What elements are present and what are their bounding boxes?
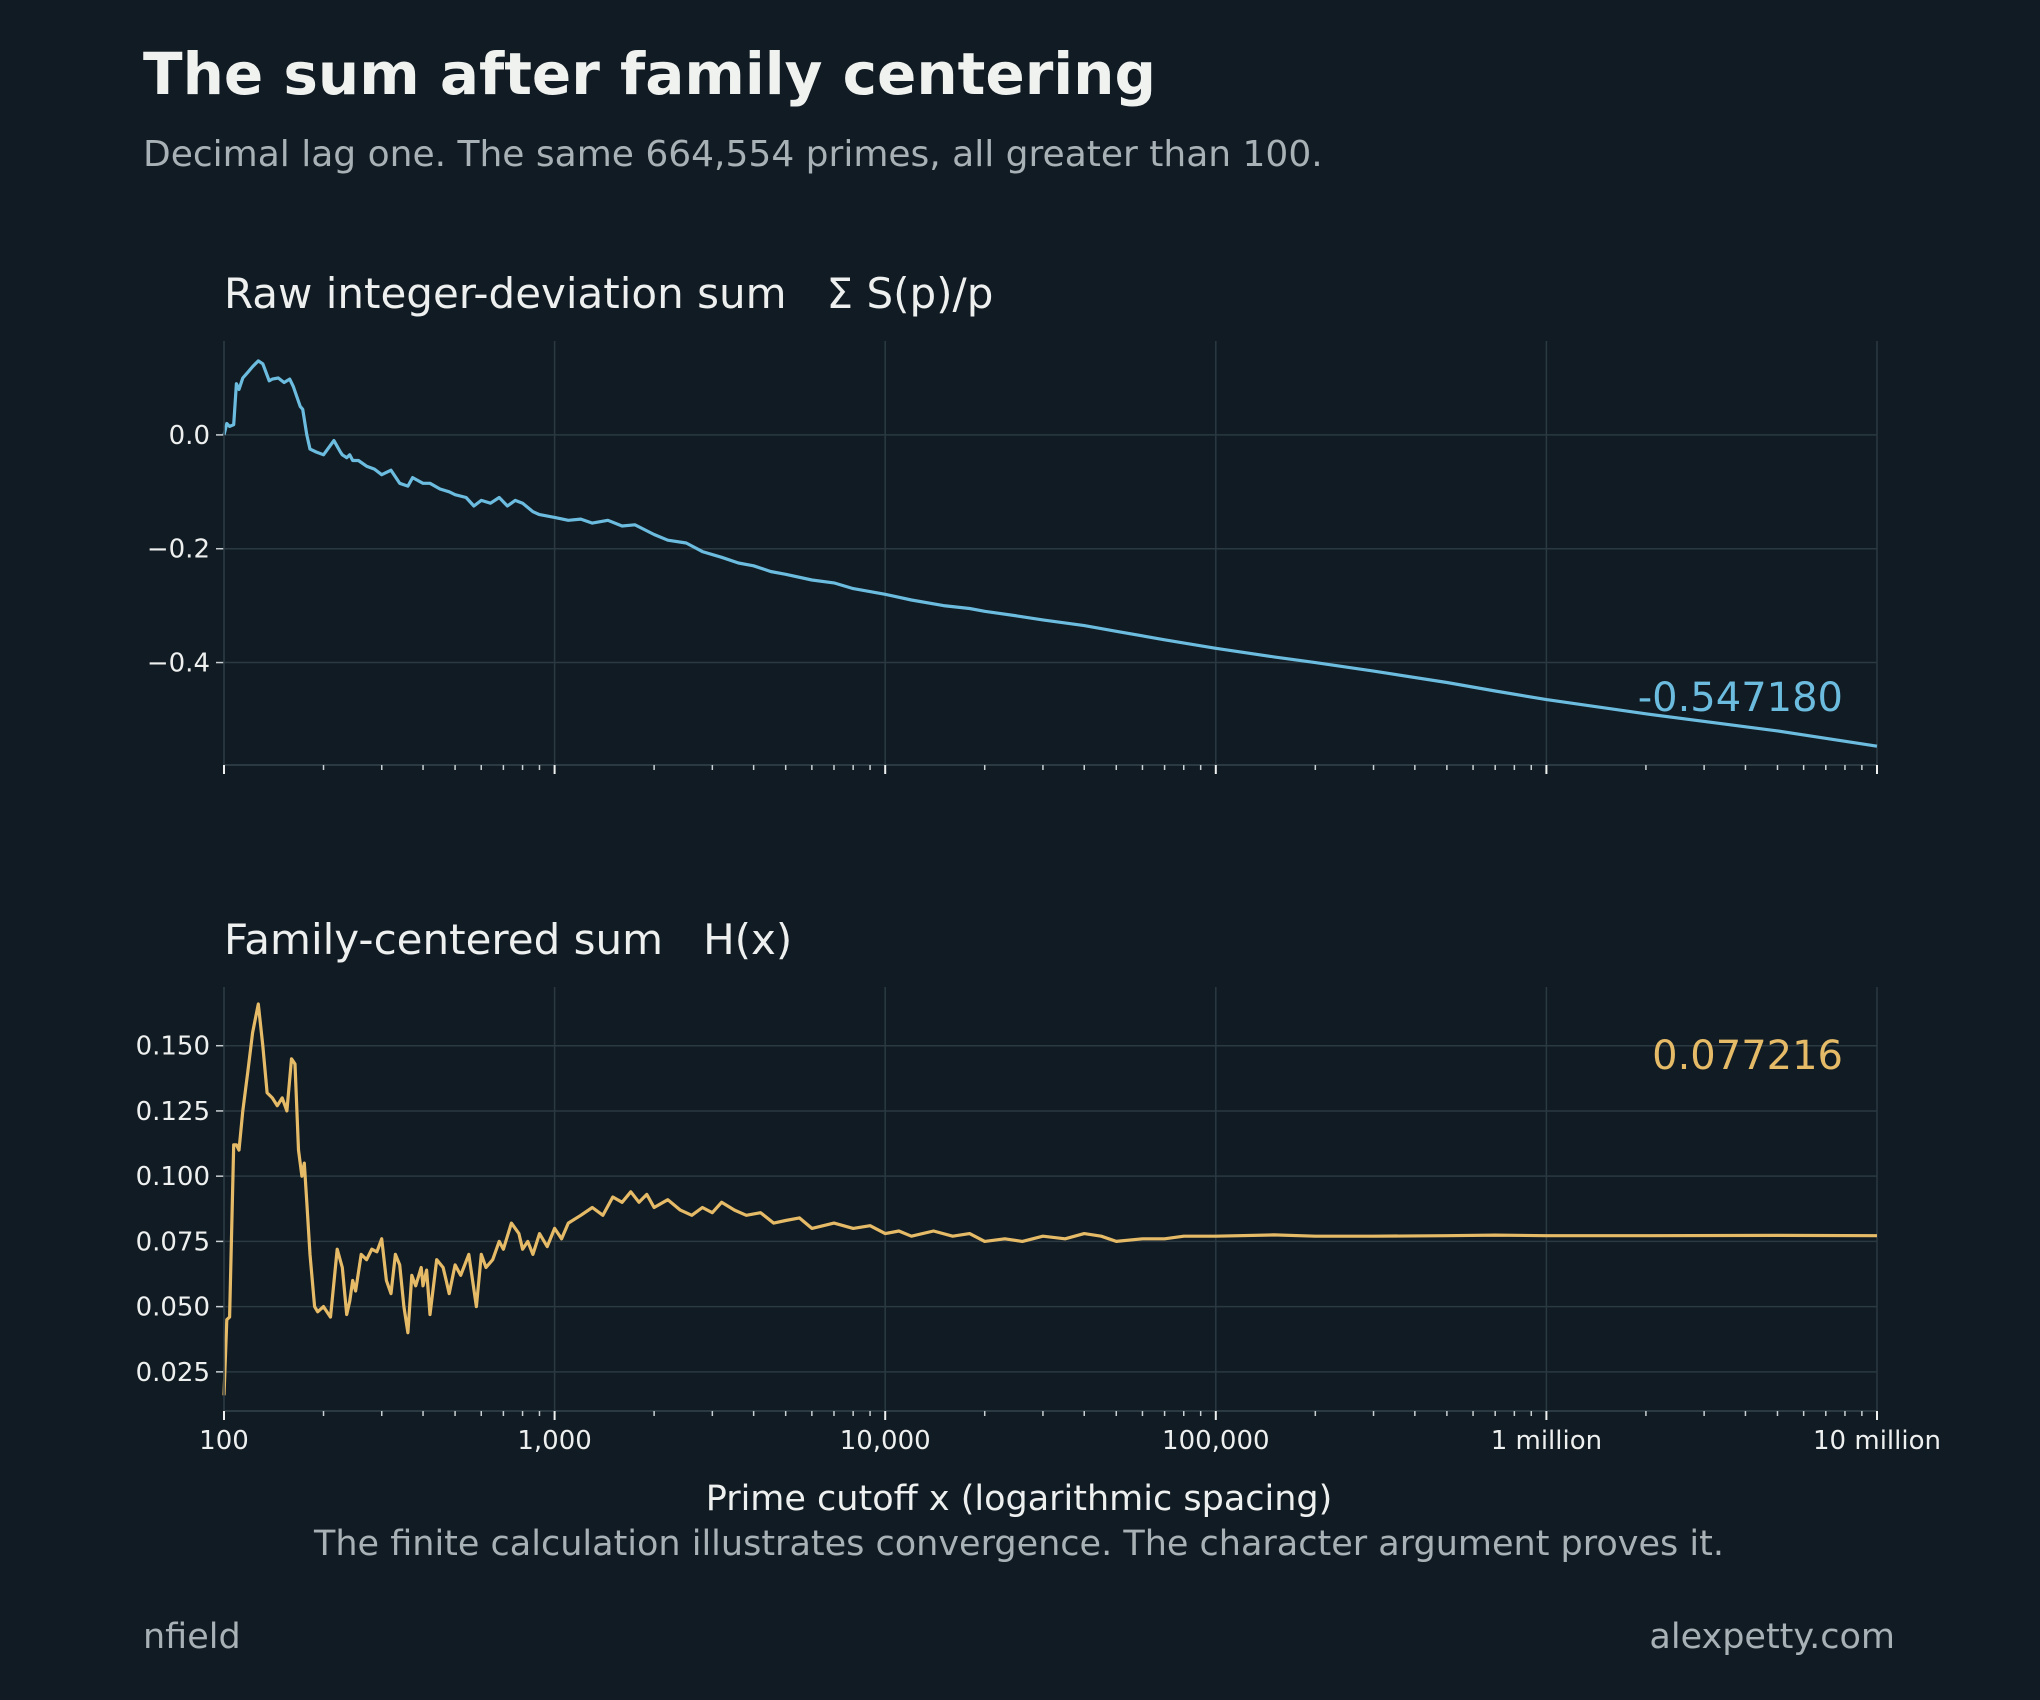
x-tick-label: 10,000 xyxy=(840,1426,931,1456)
raw-sum-panel-title: Raw integer-deviation sum Σ S(p)/p xyxy=(224,269,993,318)
page-title: The sum after family centering xyxy=(143,40,1156,108)
figure-caption: The finite calculation illustrates conve… xyxy=(313,1524,1724,1564)
x-tick-label: 100 xyxy=(199,1426,249,1456)
centered-sum-y-tick-label: 0.125 xyxy=(136,1097,210,1127)
x-tick-label: 10 million xyxy=(1813,1426,1941,1456)
centered-sum-y-tick-label: 0.025 xyxy=(136,1358,210,1388)
raw-sum-series xyxy=(222,359,1878,748)
x-axis-label: Prime cutoff x (logarithmic spacing) xyxy=(706,1479,1333,1519)
footer-credit: nfield xyxy=(143,1617,241,1657)
footer-site-link[interactable]: alexpetty.com xyxy=(1649,1617,1895,1657)
x-tick-label: 100,000 xyxy=(1162,1426,1270,1456)
raw-sum-y-tick-label: −0.4 xyxy=(147,649,210,679)
raw-sum-y-tick-label: −0.2 xyxy=(147,535,210,565)
x-tick-label: 1,000 xyxy=(517,1426,591,1456)
centered-sum-end-value: 0.077216 xyxy=(1652,1033,1843,1079)
raw-sum-grid xyxy=(223,341,1878,765)
page-subtitle: Decimal lag one. The same 664,554 primes… xyxy=(143,134,1323,175)
centered-sum-axes: 0.150 0.125 0.100 0.075 0.050 0.025 100 1,000 10… xyxy=(136,987,1941,1456)
raw-sum-end-value: -0.547180 xyxy=(1638,675,1843,721)
centered-sum-y-tick-label: 0.100 xyxy=(136,1162,210,1192)
raw-sum-line xyxy=(222,359,1878,748)
x-tick-label: 1 million xyxy=(1491,1426,1602,1456)
centered-sum-panel-title: Family-centered sum H(x) xyxy=(224,915,792,964)
centered-sum-series xyxy=(222,1002,1878,1396)
centered-sum-y-tick-label: 0.075 xyxy=(136,1227,210,1257)
raw-sum-y-tick-label: 0.0 xyxy=(169,421,210,451)
raw-sum-axes: 0.0 −0.2 −0.4 xyxy=(147,341,1878,774)
centered-sum-grid xyxy=(223,987,1878,1411)
raw-sum-panel: Raw integer-deviation sum Σ S(p)/p 0.0 −0… xyxy=(147,269,1878,774)
centered-sum-line xyxy=(222,1002,1878,1396)
centered-sum-panel: Family-centered sum H(x) 0.150 0.125 0.100… xyxy=(136,915,1941,1456)
centered-sum-y-tick-label: 0.050 xyxy=(136,1293,210,1323)
centered-sum-y-tick-label: 0.150 xyxy=(136,1032,210,1062)
